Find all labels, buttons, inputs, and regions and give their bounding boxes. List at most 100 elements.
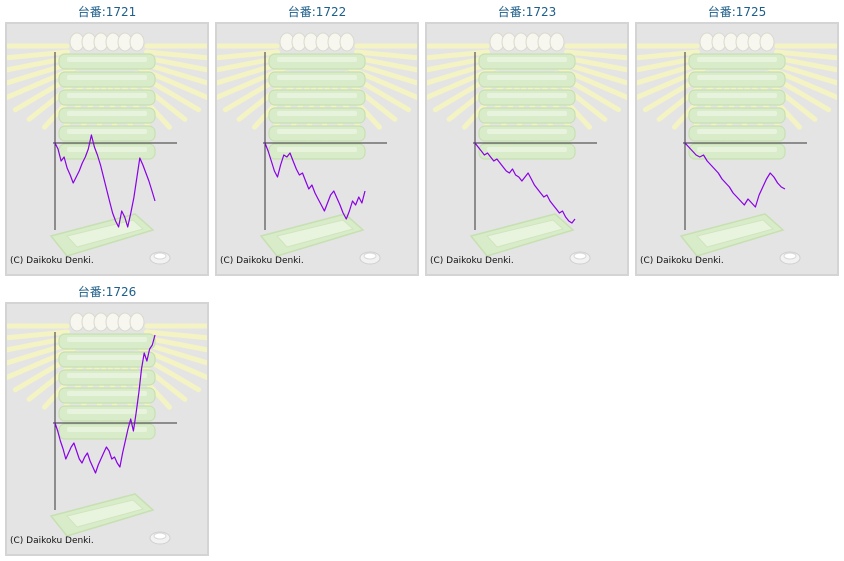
slump-graph: [7, 32, 207, 265]
tray-highlight: [697, 75, 777, 80]
coin-top: [783, 252, 797, 260]
machine-illustration: [427, 32, 627, 265]
sunburst-ray: [564, 49, 627, 61]
copyright-text: (C) Daikoku Denki.: [10, 536, 94, 546]
series-line: [684, 142, 786, 208]
machine-illustration: [637, 32, 837, 265]
copyright-text: (C) Daikoku Denki.: [640, 256, 724, 266]
jar-shape: [129, 312, 145, 332]
sunburst-ray: [7, 60, 74, 86]
tray-highlight: [697, 111, 777, 116]
sunburst-ray: [217, 49, 280, 61]
tray-highlight: [697, 129, 777, 134]
slump-graph: [217, 32, 417, 265]
graph-frame: (C) Daikoku Denki.: [635, 22, 839, 276]
tray-highlight: [67, 93, 147, 98]
tray-highlight: [487, 147, 567, 152]
jar-shape: [759, 32, 775, 52]
machine-panel-1725: 台番:1725 (C) Daikoku Denki.: [635, 0, 839, 276]
coin-top: [363, 252, 377, 260]
machine-title[interactable]: 台番:1721: [77, 5, 137, 19]
jar-shape: [339, 32, 355, 52]
sunburst-ray: [774, 49, 837, 61]
sunburst-ray: [560, 60, 627, 86]
sunburst-ray: [144, 329, 207, 341]
graph-frame: (C) Daikoku Denki.: [5, 302, 209, 556]
bottom-tray-inner: [276, 219, 355, 248]
sunburst-ray: [217, 60, 284, 86]
sunburst-ray: [7, 340, 74, 366]
sunburst-ray: [142, 335, 207, 353]
sunburst-ray: [7, 49, 70, 61]
series-line: [474, 142, 576, 224]
tray-highlight: [487, 129, 567, 134]
tray-highlight: [277, 129, 357, 134]
tray-highlight: [277, 147, 357, 152]
sunburst-ray: [354, 49, 417, 61]
bottom-tray-inner: [696, 219, 775, 248]
graph-frame: (C) Daikoku Denki.: [215, 22, 419, 276]
tray-highlight: [277, 57, 357, 62]
sunburst-ray: [7, 329, 70, 341]
coin-top: [573, 252, 587, 260]
tray-highlight: [67, 355, 147, 360]
tray-highlight: [487, 57, 567, 62]
sunburst-ray: [562, 55, 627, 73]
machine-title[interactable]: 台番:1722: [287, 5, 347, 19]
tray-highlight: [67, 129, 147, 134]
coin-top: [153, 252, 167, 260]
machine-illustration: [7, 32, 207, 265]
tray-highlight: [67, 337, 147, 342]
tray-highlight: [67, 373, 147, 378]
series-line: [54, 334, 156, 474]
machine-illustration: [217, 32, 417, 265]
machine-panel-1721: 台番:1721 (C) Daikoku Denki.: [5, 0, 209, 276]
bottom-tray-inner: [486, 219, 565, 248]
sunburst-ray: [427, 60, 494, 86]
sunburst-ray: [144, 49, 207, 61]
tray-highlight: [697, 57, 777, 62]
sunburst-ray: [427, 49, 490, 61]
graph-frame: (C) Daikoku Denki.: [5, 22, 209, 276]
bottom-tray-inner: [66, 499, 145, 528]
machine-title[interactable]: 台番:1726: [77, 285, 137, 299]
tray-highlight: [487, 111, 567, 116]
tray-highlight: [487, 93, 567, 98]
tray-highlight: [67, 57, 147, 62]
graph-frame: (C) Daikoku Denki.: [425, 22, 629, 276]
series-line: [264, 142, 366, 220]
copyright-text: (C) Daikoku Denki.: [430, 256, 514, 266]
slump-graph: [427, 32, 627, 265]
machine-title[interactable]: 台番:1725: [707, 5, 767, 19]
machine-panel-1726: 台番:1726 (C) Daikoku Denki.: [5, 280, 209, 556]
tray-highlight: [277, 111, 357, 116]
sunburst-ray: [352, 55, 417, 73]
sunburst-ray: [770, 60, 837, 86]
jar-shape: [549, 32, 565, 52]
machine-panel-1723: 台番:1723 (C) Daikoku Denki.: [425, 0, 629, 276]
tray-highlight: [67, 147, 147, 152]
machine-illustration: [7, 312, 207, 545]
bottom-tray-inner: [66, 219, 145, 248]
tray-highlight: [697, 147, 777, 152]
coin-top: [153, 532, 167, 540]
sunburst-ray: [637, 60, 704, 86]
tray-highlight: [487, 75, 567, 80]
tray-highlight: [67, 409, 147, 414]
sunburst-ray: [350, 60, 417, 86]
machine-title[interactable]: 台番:1723: [497, 5, 557, 19]
copyright-text: (C) Daikoku Denki.: [220, 256, 304, 266]
series-line: [54, 134, 156, 228]
sunburst-ray: [140, 340, 207, 366]
tray-highlight: [67, 75, 147, 80]
tray-highlight: [67, 111, 147, 116]
sunburst-ray: [142, 55, 207, 73]
sunburst-ray: [637, 49, 700, 61]
jar-shape: [129, 32, 145, 52]
tray-highlight: [67, 427, 147, 432]
copyright-text: (C) Daikoku Denki.: [10, 256, 94, 266]
tray-highlight: [277, 75, 357, 80]
tray-highlight: [67, 391, 147, 396]
slump-graph: [637, 32, 837, 265]
